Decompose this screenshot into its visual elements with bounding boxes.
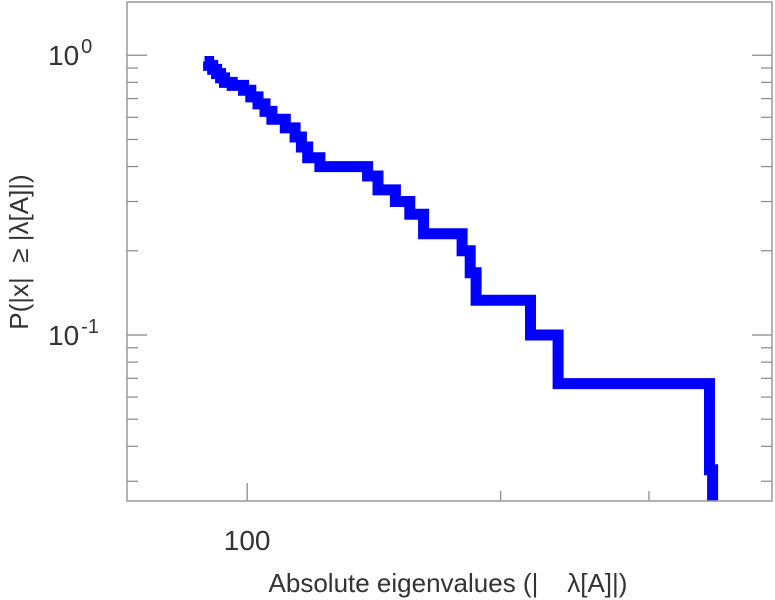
- y-tick-label: 10 -1: [48, 316, 99, 351]
- y-tick-label: 10 0: [48, 36, 92, 71]
- y-axis-label: P(|x| ≥ |λ[A]|): [4, 174, 34, 329]
- y-tick-exponent: 0: [81, 36, 92, 58]
- plot-frame: [126, 1, 773, 502]
- y-tick-base: 10: [48, 320, 79, 351]
- ccdf-step-line: [203, 56, 719, 501]
- ticks-layer: [127, 54, 772, 501]
- y-tick-exponent: -1: [81, 316, 99, 338]
- x-tick-label: 100: [224, 525, 271, 556]
- series-layer: [203, 56, 719, 501]
- x-axis-label: Absolute eigenvalues (| λ[A]|): [269, 568, 628, 598]
- y-tick-base: 10: [48, 40, 79, 71]
